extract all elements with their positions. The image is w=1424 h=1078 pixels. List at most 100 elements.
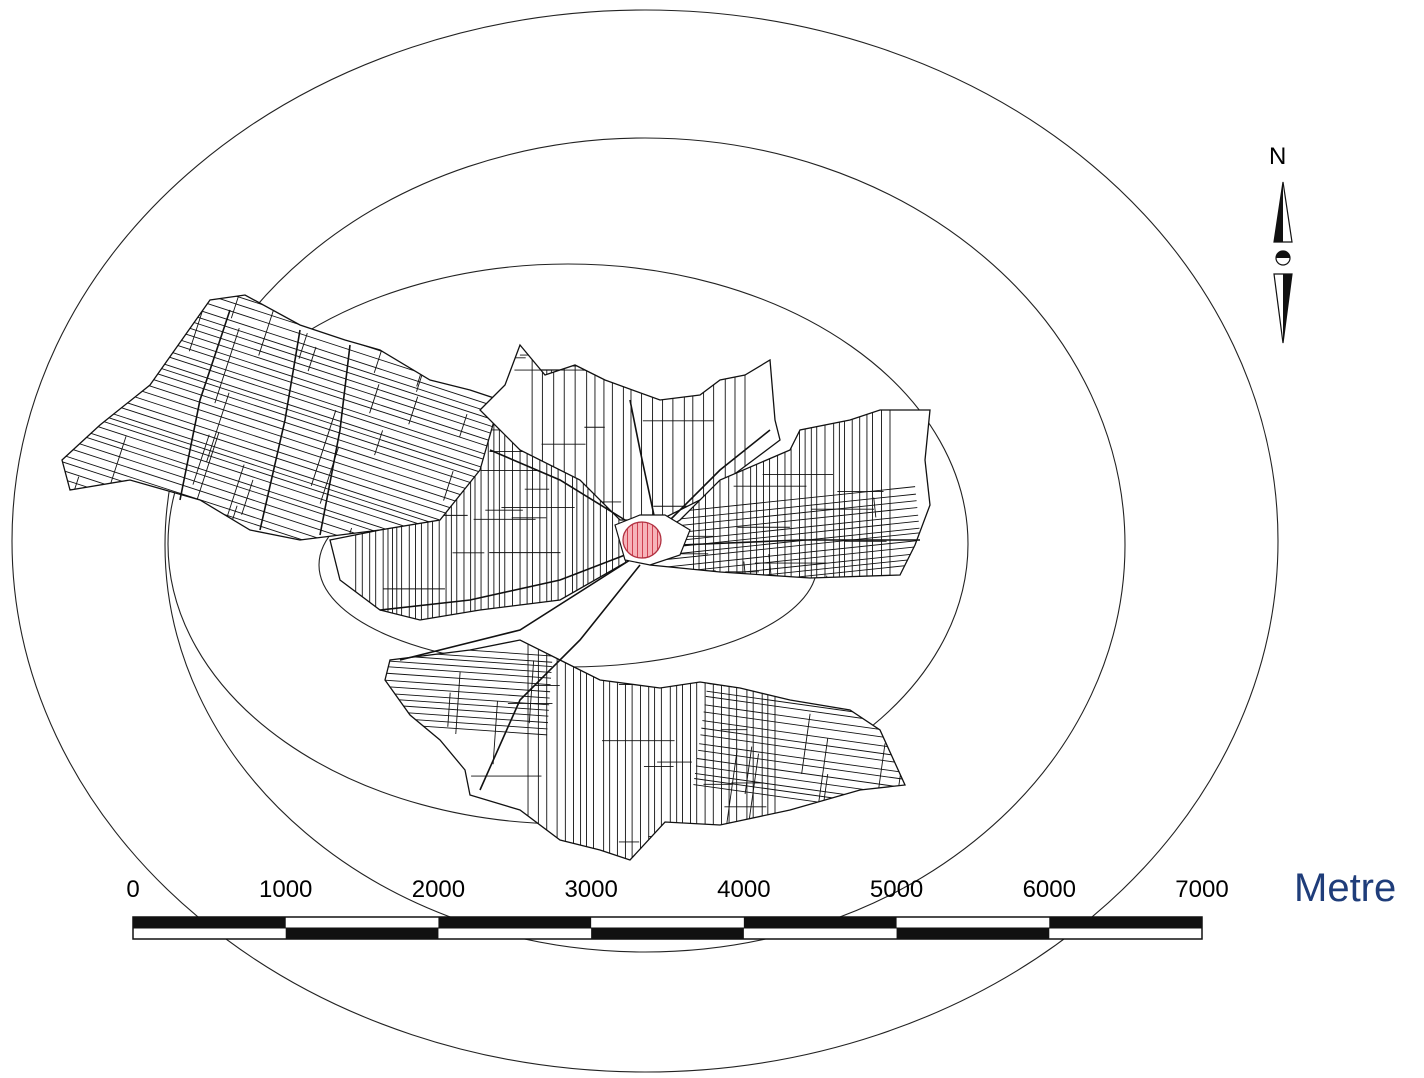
parcel-boundary [664, 557, 923, 578]
parcel-boundary [443, 470, 454, 501]
parcel-boundary [89, 295, 500, 346]
scale-segment [133, 917, 286, 928]
parcel-boundary [310, 410, 337, 486]
scale-tick-label: 5000 [869, 876, 924, 903]
parcel-boundary [62, 370, 70, 436]
parcel-boundary [195, 432, 220, 505]
parcel-boundary [86, 295, 500, 355]
scale-bar [132, 916, 1203, 940]
scale-tick-label: 4000 [717, 876, 771, 903]
parcel-boundary [385, 703, 549, 717]
scale-tick-label: 0 [126, 876, 140, 903]
parcel-boundary [385, 665, 552, 679]
parcel-boundary [801, 713, 811, 775]
scale-segment [743, 917, 897, 928]
parcel-boundary [747, 753, 759, 830]
parcel-boundary [897, 732, 903, 762]
scale-segment [285, 928, 439, 939]
roads [379, 399, 920, 791]
parcel-boundary [385, 697, 549, 711]
parcel-boundary [62, 413, 500, 540]
parcel-block-east [639, 409, 931, 579]
parcel-boundary [385, 679, 551, 693]
parcel-boundary [43, 420, 49, 440]
parcel-boundary [385, 660, 552, 673]
parcel-boundary [701, 727, 905, 758]
parcel-boundary [62, 408, 500, 540]
parcel-boundary [873, 497, 877, 518]
parcel-boundary [661, 532, 921, 561]
scale-tick-label: 3000 [564, 876, 618, 903]
parcel-boundary [374, 430, 384, 456]
parcel-boundary [459, 413, 468, 438]
settlement-center [614, 514, 691, 566]
scale-unit-label: Metre [1294, 866, 1397, 910]
parcel-boundary [768, 554, 776, 578]
parcel-boundary [369, 384, 380, 414]
parcel-boundary [698, 749, 905, 780]
parcel-boundary [192, 434, 210, 485]
scale-segment [896, 928, 1050, 939]
scale-tick-label: 6000 [1022, 876, 1076, 903]
parcel-boundary [188, 309, 204, 352]
parcel-boundary [743, 561, 749, 578]
parcel-boundary [307, 346, 317, 372]
scale-tick-label: 2000 [411, 876, 466, 903]
parcel-boundary [704, 704, 905, 735]
parcel-boundary [697, 758, 905, 789]
parcel-boundary [62, 421, 500, 540]
scale-segment [591, 928, 744, 939]
parcel-boundary [660, 527, 920, 556]
parcel-boundary [62, 428, 500, 540]
parcel-boundary [226, 464, 245, 518]
parcel-boundary [676, 567, 682, 578]
parcel-boundary [726, 750, 738, 825]
parcel-boundary [904, 716, 905, 762]
parcel-boundary [657, 500, 917, 529]
parcel-boundary [662, 545, 922, 574]
scale-tick-label: 7000 [1175, 876, 1229, 903]
parcel-boundary [34, 453, 54, 516]
parcel-boundary [171, 504, 195, 540]
parcel-boundary [62, 436, 500, 540]
parcel-boundary [62, 395, 64, 426]
parcel-boundary [699, 743, 905, 774]
parcel-boundary [90, 207, 102, 244]
parcel-boundary [385, 685, 550, 699]
parcel-boundary [744, 746, 753, 795]
parcel-boundary [408, 396, 419, 425]
parcel-boundary [62, 443, 500, 540]
settlement-center-hatched [622, 521, 662, 559]
parcel-boundary [662, 539, 921, 568]
parcel-boundary [385, 672, 551, 686]
north-arrow-icon [1273, 181, 1293, 344]
parcel-boundary [656, 486, 916, 515]
parcel-boundary [230, 295, 252, 319]
parcel-boundary [492, 701, 498, 765]
parcel-boundary [298, 333, 308, 359]
parcel-boundary [133, 362, 145, 395]
parcel-boundary [528, 660, 535, 724]
parcel-boundary [703, 711, 905, 742]
parcel-boundary [659, 514, 919, 543]
parcel-boundary [658, 507, 918, 536]
parcel-boundary [63, 295, 500, 428]
buffer-ring-3 [164, 137, 1126, 953]
parcel-boundary [455, 672, 461, 735]
parcel-boundary [657, 493, 916, 522]
parcel-boundary [826, 575, 835, 578]
parcel-boundary [700, 734, 905, 765]
north-label: N [1269, 143, 1287, 170]
scale-tick-label: 1000 [259, 876, 313, 903]
parcel-boundary [270, 551, 278, 575]
parcel-boundary [385, 692, 550, 706]
parcel-boundary [188, 515, 203, 540]
parcel-boundary [24, 488, 47, 559]
parcel-boundary [206, 392, 230, 463]
parcel-boundary [241, 479, 254, 515]
scale-segment [1049, 917, 1202, 928]
parcel-boundary [214, 327, 240, 404]
parcel-boundary [447, 692, 451, 727]
scale-segment [438, 917, 592, 928]
